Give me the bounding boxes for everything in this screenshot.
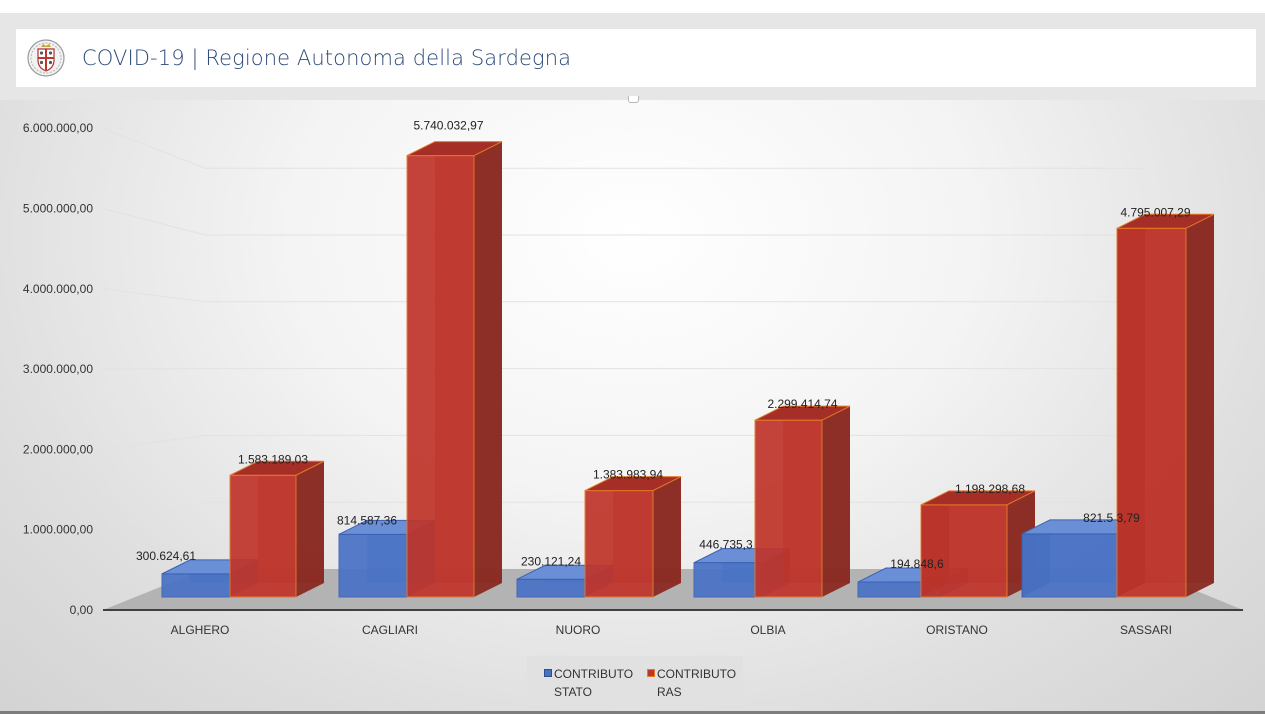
legend-label-stato-2: STATO — [554, 685, 593, 699]
y-tick-label: 0,00 — [70, 603, 94, 617]
data-label-stato: 446.735,3 — [699, 538, 753, 552]
ras-bar-front — [229, 474, 297, 598]
legend-label-ras-1: CONTRIBUTO — [657, 667, 737, 681]
ras-bar-top — [754, 405, 851, 421]
ras-bar-front — [406, 155, 475, 598]
ras-bar-front — [754, 419, 823, 598]
y-tick-label: 3.000.000,00 — [23, 362, 93, 376]
stato-bar-front — [161, 573, 231, 598]
ras-bar — [1116, 213, 1215, 598]
ras-bar-top — [406, 141, 503, 157]
gridline — [102, 434, 1143, 450]
bottom-divider — [0, 711, 1265, 714]
gridline — [102, 368, 1143, 370]
legend-label-ras-2: RAS — [657, 685, 682, 699]
ras-bar-right-side — [653, 476, 681, 597]
data-label-stato: 230.121,24 — [521, 554, 581, 568]
stato-bar-front — [693, 562, 763, 598]
ras-bar-top — [229, 460, 325, 476]
y-tick-label: 4.000.000,00 — [23, 282, 93, 296]
y-tick-label: 5.000.000,00 — [23, 202, 93, 216]
data-label-stato: 821.5 3,79 — [1083, 511, 1140, 525]
data-label-ras: 4.795.007,29 — [1120, 205, 1190, 219]
ras-bar-right-side — [474, 141, 502, 597]
data-label-stato: 814.587,36 — [337, 513, 397, 527]
x-category-label: CAGLIARI — [362, 623, 418, 637]
x-category-label: SASSARI — [1120, 623, 1172, 637]
ras-bar — [229, 460, 325, 598]
y-tick-label: 2.000.000,00 — [23, 442, 93, 456]
ras-bar-front — [584, 490, 654, 598]
data-label-ras: 5.740.032,97 — [413, 119, 483, 133]
stato-bar-front — [338, 533, 408, 598]
ras-bar-front — [1116, 227, 1187, 598]
ras-bar — [584, 476, 682, 598]
stato-bar-front — [516, 578, 586, 598]
ras-bar-top — [584, 476, 682, 492]
gridline — [102, 127, 1143, 169]
y-tick-label: 1.000.000,00 — [23, 523, 93, 537]
data-label-stato: 300.624,61 — [136, 549, 196, 563]
ras-bar-right-side — [296, 461, 324, 597]
resize-handle-icon[interactable] — [628, 96, 639, 103]
data-label-stato: 194.848,6 — [890, 557, 944, 571]
stato-bar-front — [1021, 533, 1118, 598]
y-tick-label: 6.000.000,00 — [23, 121, 93, 135]
ras-bar — [920, 490, 1036, 598]
ras-bar-top — [1116, 213, 1215, 229]
ras-bar — [406, 141, 503, 598]
x-category-label: ALGHERO — [171, 623, 230, 637]
chart-legend: CONTRIBUTO STATO CONTRIBUTO RAS — [527, 656, 743, 706]
legend-label-stato-1: CONTRIBUTO — [554, 667, 634, 681]
data-label-ras: 1.198.298,68 — [955, 482, 1025, 496]
x-category-label: OLBIA — [750, 623, 785, 637]
legend-swatch-ras — [647, 669, 655, 677]
sardinia-coat-of-arms-icon — [27, 39, 65, 77]
data-label-ras: 1.583.189,03 — [238, 452, 308, 466]
x-category-label: ORISTANO — [926, 623, 988, 637]
legend-item-ras: CONTRIBUTO RAS — [647, 665, 736, 701]
gridline — [102, 288, 1143, 303]
page-title: COVID-19 | Regione Autonoma della Sardeg… — [82, 46, 572, 70]
legend-item-stato: CONTRIBUTO STATO — [544, 665, 633, 701]
x-category-label: NUORO — [556, 623, 601, 637]
gridline — [102, 208, 1143, 236]
data-label-ras: 2.299.414,74 — [767, 397, 837, 411]
ras-bar-top — [920, 490, 1036, 506]
ras-bar-front — [920, 504, 1008, 598]
app-header: COVID-19 | Regione Autonoma della Sardeg… — [16, 29, 1256, 87]
data-label-ras: 1.383.983,94 — [593, 468, 663, 482]
ras-bar — [754, 405, 851, 598]
ras-bar-right-side — [1186, 214, 1214, 597]
legend-swatch-stato — [544, 669, 552, 677]
ras-bar-right-side — [822, 406, 850, 597]
